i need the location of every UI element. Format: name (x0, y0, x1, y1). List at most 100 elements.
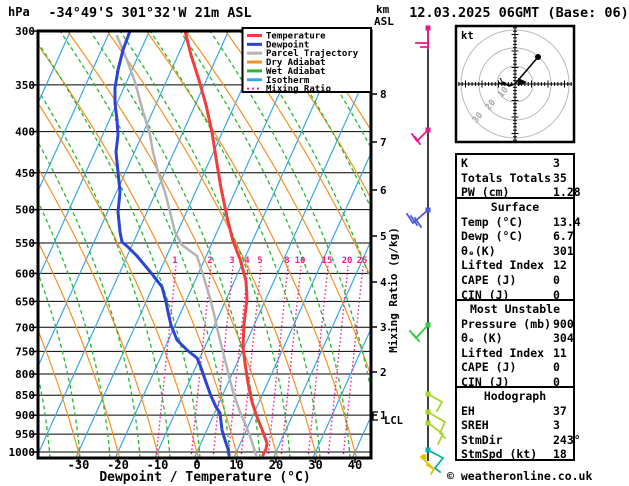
index-value: 900 (553, 316, 574, 331)
index-label: Lifted Index (461, 258, 545, 273)
index-label: EH (461, 403, 475, 418)
mixing-ratio-axis-label: Mixing Ratio (g/kg) (387, 227, 400, 353)
index-section-most-unstable: Most Unstable Pressure (mb) 900 θₑ (K) 304 Li… (455, 299, 575, 390)
pressure-tick-label: 850 (15, 389, 35, 402)
mixing-ratio-value-label: 1 (172, 256, 177, 266)
mixing-ratio-value-label: 8 (284, 256, 289, 266)
index-value: 3 (553, 418, 560, 433)
mixing-ratio-value-label: 25 (357, 256, 368, 266)
temp-tick-label: -10 (147, 458, 169, 472)
index-section-header: Hodograph (483, 389, 547, 403)
altitude-unit-asl: ASL (374, 15, 394, 28)
pressure-tick-label: 750 (15, 345, 35, 358)
index-label: K (461, 156, 468, 170)
pressure-tick-label: 300 (15, 25, 35, 38)
copyright-label: © weatheronline.co.uk (447, 469, 593, 483)
wind-barb (425, 420, 445, 446)
wind-barb (405, 207, 431, 229)
index-row: Lifted Index 11 (461, 346, 573, 361)
index-row: PW (cm) 1.28 (461, 185, 581, 200)
pressure-tick-label: 1000 (9, 446, 36, 459)
index-row: Dewp (°C) 6.7 (461, 229, 574, 244)
pressure-unit-label: hPa (8, 5, 30, 19)
pressure-tick-label: 900 (15, 409, 35, 422)
hodograph-unit-label: kt (461, 30, 474, 42)
wind-barb (419, 454, 436, 476)
index-row: Pressure (mb) 900 (461, 316, 574, 332)
mixing-ratio-value-label: 15 (322, 256, 333, 266)
hodograph-trace (502, 56, 539, 87)
index-value: 0 (553, 287, 560, 302)
index-value: 0 (553, 272, 560, 287)
index-row: Lifted Index 12 (461, 258, 573, 273)
index-label: StmDir (461, 432, 503, 447)
index-row: CIN (J) 0 (461, 288, 573, 303)
index-label: θₑ(K) (461, 243, 496, 258)
index-value: 243° (553, 432, 581, 447)
legend-label: Isotherm (266, 76, 310, 86)
index-value: 13.4 (553, 214, 581, 229)
station-title: -34°49'S 301°32'W 21m ASL (48, 5, 251, 21)
mixing-ratio-value-label: 2 (207, 256, 212, 266)
index-value: 35 (553, 170, 567, 185)
index-value: 11 (553, 345, 567, 360)
index-label: Dewp (°C) (461, 229, 524, 244)
temp-tick-label: 20 (269, 458, 283, 472)
temp-tick-label: 40 (348, 458, 362, 472)
index-value: 12 (553, 258, 567, 273)
wind-barb (425, 391, 444, 413)
index-label: CAPE (J) (461, 272, 517, 287)
legend-label: Mixing Ratio (266, 84, 331, 95)
index-label: SREH (461, 418, 489, 433)
altitude-unit-km: km (376, 3, 390, 16)
x-axis-title: Dewpoint / Temperature (°C) (99, 470, 310, 485)
index-row: SREH 3 (461, 418, 573, 433)
pressure-tick-label: 650 (15, 295, 35, 308)
index-row: Totals Totals 35 (461, 171, 573, 186)
lcl-label: LCL (384, 415, 403, 427)
km-tick-label: 8 (380, 88, 387, 101)
mixing-ratio-value-label: 20 (342, 256, 353, 266)
mixing-ratio-value-label: 4 (244, 256, 250, 266)
km-tick-label: 1 (380, 409, 387, 422)
index-row: θₑ(K) 301 (461, 243, 574, 259)
index-label: StmSpd (kt) (461, 447, 538, 462)
index-label: Lifted Index (461, 345, 545, 360)
index-section-surface: Surface Temp (°C) 13.4 Dewp (°C) 6.7 θₑ(K) 301… (455, 197, 581, 303)
km-tick-label: 6 (380, 184, 387, 197)
pressure-tick-label: 600 (15, 267, 35, 280)
index-row: EH 37 (461, 404, 573, 419)
parcel-trajectory-curve (115, 34, 258, 457)
legend-label: Temperature (266, 32, 326, 42)
km-tick-label: 2 (380, 366, 387, 379)
temp-tick-label: 30 (308, 458, 322, 472)
temperature-curve (183, 31, 269, 457)
wind-barb (415, 25, 431, 50)
index-row: StmSpd (kt) 18 (461, 447, 573, 462)
index-label: CAPE (J) (461, 360, 517, 375)
pressure-tick-label: 450 (15, 167, 35, 180)
dewpoint-curve (113, 31, 231, 457)
km-tick-label: 4 (380, 276, 387, 289)
temp-tick-label: 10 (229, 458, 243, 472)
km-tick-label: 3 (380, 321, 387, 334)
index-value: 37 (553, 403, 567, 418)
km-tick-label: 7 (380, 136, 387, 149)
index-row: CIN (J) 0 (461, 375, 573, 390)
temp-tick-label: -20 (107, 458, 129, 472)
mixing-ratio-value-label: 10 (295, 256, 306, 266)
pressure-tick-label: 500 (15, 204, 35, 217)
index-label: Totals Totals (461, 170, 552, 185)
index-row: CAPE (J) 0 (461, 360, 573, 375)
index-value: 6.7 (553, 229, 574, 244)
pressure-tick-label: 350 (15, 79, 35, 92)
index-label: CIN (J) (461, 374, 510, 389)
hodograph-storm-arrow (518, 78, 527, 86)
index-value: 1.28 (553, 185, 581, 200)
lcl-tick (372, 411, 378, 421)
